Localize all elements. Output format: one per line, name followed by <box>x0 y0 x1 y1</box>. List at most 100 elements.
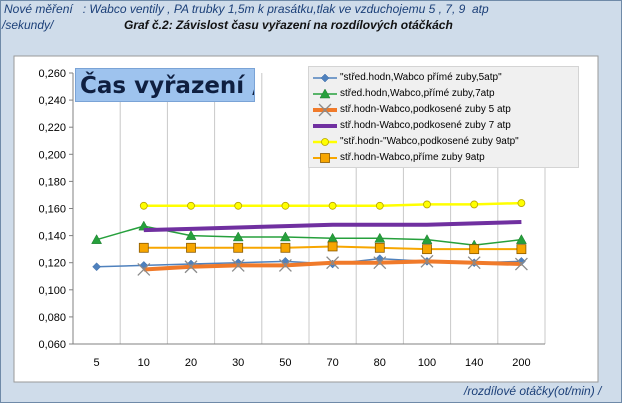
y-tick-label: 0,100 <box>38 285 66 297</box>
data-point-triangle <box>185 230 197 240</box>
data-point-circle <box>517 199 526 207</box>
data-point-circle <box>423 200 431 209</box>
data-point-x <box>514 257 528 271</box>
data-point-square <box>422 244 432 255</box>
data-point-square <box>516 244 527 255</box>
data-point-x-stroke <box>514 257 528 271</box>
data-point-x <box>467 256 481 270</box>
y-tick-label: 0,080 <box>38 312 66 324</box>
data-point-x <box>137 263 151 276</box>
data-point-x <box>420 254 434 268</box>
data-point-triangle <box>374 232 386 243</box>
x-tick-label: 80 <box>374 357 386 369</box>
data-point-square <box>138 242 149 253</box>
data-point-triangle <box>319 88 331 99</box>
data-point-x-stroke <box>326 256 340 270</box>
x-tick-label: 5 <box>94 357 100 369</box>
data-point-square <box>320 153 330 163</box>
data-point-square <box>327 241 338 252</box>
legend-item: "střed.hodn,Wabco přímé zuby,5atp" <box>309 71 580 87</box>
y-axis-units: /sekundy/ <box>2 18 54 32</box>
chart-title: Graf č.2: Závislost času vyřazení na roz… <box>124 18 453 32</box>
legend-item: stř.hodn-Wabco,podkosené zuby 7 atp <box>309 119 580 135</box>
data-point-circle <box>375 201 384 210</box>
legend: "střed.hodn,Wabco přímé zuby,5atp" střed.… <box>308 66 579 168</box>
series-2 <box>137 254 528 276</box>
legend-item: stř.hodn-Wabco,příme zuby 9atp <box>309 151 580 167</box>
legend-item: "stř.hodn-"Wabco,podkosené zuby 9atp" <box>309 135 580 151</box>
legend-swatch <box>313 124 337 128</box>
data-point-x <box>318 103 332 117</box>
y-tick-label: 0,220 <box>38 122 66 134</box>
data-point-diamond <box>92 262 101 272</box>
data-point-x-stroke <box>184 260 198 274</box>
data-point-x <box>326 256 340 270</box>
legend-label: "střed.hodn,Wabco přímé zuby,5atp" <box>340 72 502 83</box>
data-point-x-stroke <box>231 258 245 272</box>
series-line <box>143 220 522 233</box>
data-point-x <box>184 260 198 274</box>
data-point-triangle <box>279 231 291 242</box>
x-tick-label: 20 <box>185 357 197 369</box>
data-point-x-stroke <box>318 103 332 117</box>
data-point-circle <box>281 201 290 210</box>
y-tick-label: 0,240 <box>38 95 66 107</box>
data-point-diamond <box>320 73 330 83</box>
series-3 <box>143 220 522 233</box>
data-point-circle <box>187 201 195 210</box>
y-tick-label: 0,260 <box>38 68 66 80</box>
y-tick-label: 0,200 <box>38 149 66 161</box>
data-point-square <box>469 244 480 255</box>
series-4 <box>139 199 526 210</box>
data-point-triangle <box>91 234 103 244</box>
data-point-x <box>231 258 245 272</box>
data-point-circle <box>328 201 337 210</box>
data-point-x-stroke <box>278 258 292 272</box>
legend-swatch <box>313 103 337 117</box>
x-tick-label: 140 <box>465 357 483 369</box>
data-point-x-stroke <box>420 254 434 268</box>
data-point-circle <box>139 201 148 210</box>
data-point-x <box>373 256 387 270</box>
data-point-square <box>374 242 385 253</box>
time-label-box: Čas vyřazení /sec/ <box>75 68 255 102</box>
legend-item: stř.hodn-Wabco,podkosené zuby 5 atp <box>309 103 580 119</box>
x-tick-label: 30 <box>232 357 244 369</box>
x-tick-label: 10 <box>138 357 150 369</box>
legend-swatch <box>313 138 337 146</box>
data-point-triangle <box>232 231 244 242</box>
measurement-description: Nové měření : Wabco ventily , PA trubky … <box>4 2 489 16</box>
data-point-square <box>233 242 244 253</box>
legend-item: střed.hodn,Wabco,přímé zuby,7atp <box>309 87 580 103</box>
legend-label: "stř.hodn-"Wabco,podkosené zuby 9atp" <box>340 136 519 147</box>
data-point-x-stroke <box>137 263 151 276</box>
data-point-circle <box>234 201 243 210</box>
y-tick-label: 0,140 <box>38 231 66 243</box>
legend-label: stř.hodn-Wabco,příme zuby 9atp <box>340 152 485 163</box>
x-axis-units: /rozdílové otáčky(ot/min) / <box>464 384 602 398</box>
data-point-square <box>280 242 291 253</box>
data-point-x <box>278 258 292 272</box>
data-point-x-stroke <box>467 256 481 270</box>
data-point-square <box>186 242 196 253</box>
legend-swatch <box>313 153 337 163</box>
data-point-x-stroke <box>373 256 387 270</box>
series-5 <box>138 241 527 255</box>
y-tick-label: 0,120 <box>38 258 66 270</box>
data-point-circle <box>321 138 329 146</box>
y-tick-label: 0,160 <box>38 204 66 216</box>
y-tick-label: 0,060 <box>38 339 66 351</box>
x-tick-label: 100 <box>418 357 436 369</box>
data-point-triangle <box>515 234 527 244</box>
legend-label: střed.hodn,Wabco,přímé zuby,7atp <box>340 88 495 99</box>
x-tick-label: 200 <box>512 357 530 369</box>
x-tick-label: 70 <box>326 357 338 369</box>
data-point-triangle <box>421 234 433 244</box>
legend-swatch <box>313 88 337 99</box>
legend-label: stř.hodn-Wabco,podkosené zuby 5 atp <box>340 104 511 115</box>
x-tick-label: 50 <box>279 357 291 369</box>
legend-label: stř.hodn-Wabco,podkosené zuby 7 atp <box>340 120 511 131</box>
data-point-circle <box>470 200 479 209</box>
y-tick-label: 0,180 <box>38 176 66 188</box>
